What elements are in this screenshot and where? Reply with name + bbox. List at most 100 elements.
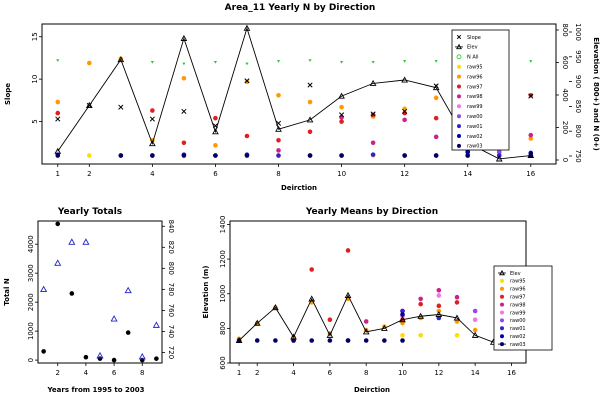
x-tick-label: 4 bbox=[291, 369, 296, 377]
raw01-point bbox=[276, 153, 281, 158]
raw98-point bbox=[276, 148, 281, 153]
raw97-point bbox=[418, 301, 423, 307]
raw96-point bbox=[472, 327, 478, 333]
legend-raw00-symbol bbox=[457, 114, 461, 119]
y-tick-label: 1000 bbox=[27, 322, 35, 340]
raw00-point bbox=[472, 308, 478, 314]
elev-point bbox=[495, 155, 503, 162]
elevation-point bbox=[152, 321, 160, 328]
raw97-point bbox=[370, 112, 376, 118]
elev-point bbox=[417, 312, 425, 319]
elev-point bbox=[380, 324, 388, 331]
raw97-point bbox=[454, 300, 460, 305]
y2-elev-tick-label: 950 bbox=[574, 50, 582, 63]
elev-point bbox=[362, 328, 370, 335]
panel-yearly-means: Yearly Means by Direction Elevation (m) … bbox=[202, 207, 553, 394]
legend-label-raw96: raw96 bbox=[467, 74, 483, 80]
elev-point bbox=[401, 76, 409, 83]
legend-raw00-symbol bbox=[500, 318, 504, 323]
raw96-point bbox=[339, 104, 344, 110]
x-tick-label: 6 bbox=[213, 170, 218, 178]
y2-elev-tick-label: 850 bbox=[574, 100, 582, 113]
elev-point bbox=[308, 295, 316, 302]
x-tick-label: 4 bbox=[84, 369, 89, 377]
raw03-point bbox=[309, 338, 315, 343]
raw96-point bbox=[181, 76, 187, 81]
y-axis-label: Slope bbox=[4, 83, 12, 105]
elevation-point bbox=[124, 286, 132, 294]
x-tick-label: 2 bbox=[55, 369, 59, 377]
y-axis-label: Total N bbox=[3, 278, 11, 306]
panel-direction-chart: Area_11 Yearly N by Direction Slope Deir… bbox=[4, 3, 600, 192]
legend-box bbox=[451, 29, 510, 151]
elev-point bbox=[471, 331, 479, 338]
slope-point bbox=[244, 78, 250, 84]
legend-raw99-symbol bbox=[500, 310, 504, 315]
raw97-point bbox=[276, 137, 281, 143]
raw97-point bbox=[213, 115, 218, 121]
total-point bbox=[83, 354, 89, 360]
elevation-point bbox=[54, 259, 62, 266]
elev-point bbox=[117, 56, 125, 63]
raw03-point bbox=[327, 338, 333, 343]
legend-raw98-symbol bbox=[457, 94, 461, 99]
legend-elev-symbol bbox=[499, 269, 505, 276]
x-tick-label: 2 bbox=[87, 170, 91, 178]
legend-label-raw95: raw95 bbox=[510, 279, 526, 285]
y-tick-label: 800 bbox=[219, 322, 227, 335]
legend-raw02-symbol bbox=[457, 134, 461, 138]
x-tick-label: 12 bbox=[400, 170, 409, 178]
slope-point bbox=[433, 83, 439, 89]
plot-frame bbox=[41, 23, 557, 165]
legend-label-raw02: raw02 bbox=[510, 334, 526, 340]
raw96-point bbox=[244, 79, 250, 84]
y-tick-label: 1200 bbox=[219, 250, 227, 268]
legend-nall-symbol bbox=[456, 54, 462, 60]
y-tick-label: 600 bbox=[219, 356, 227, 369]
raw95-point bbox=[400, 332, 405, 338]
y2-axis: 0 200 400 600 800 750 800 850 900 950 1000 bbox=[556, 23, 582, 163]
x-tick-label: 1 bbox=[56, 170, 60, 178]
raw03-point bbox=[433, 153, 439, 158]
raw02-point bbox=[400, 312, 405, 317]
raw97-point bbox=[339, 119, 344, 124]
raw96-point bbox=[276, 92, 281, 98]
raw03-point bbox=[55, 153, 61, 158]
y-tick-label: 3000 bbox=[27, 264, 35, 282]
n-all-point bbox=[150, 60, 154, 64]
slope-point bbox=[307, 82, 313, 88]
x-axis-label: Deirction bbox=[354, 386, 390, 394]
total-point bbox=[125, 330, 131, 335]
elevation-point bbox=[68, 238, 76, 245]
raw03-point bbox=[345, 338, 351, 343]
legend-raw95-symbol bbox=[500, 278, 504, 283]
y2-tick-label: 740 bbox=[167, 325, 175, 338]
raw99-point bbox=[472, 317, 478, 323]
raw98-point bbox=[436, 287, 442, 293]
elev-point bbox=[272, 304, 279, 311]
legend-label-N All: N All bbox=[467, 55, 479, 61]
raw03-point bbox=[273, 338, 278, 343]
elev-point bbox=[85, 101, 93, 108]
legend-label-raw97: raw97 bbox=[510, 295, 526, 301]
y2-n-tick-label: 800 bbox=[561, 23, 569, 36]
x-tick-label: 14 bbox=[463, 170, 472, 178]
raw03-point bbox=[213, 153, 218, 158]
slope-point bbox=[402, 108, 408, 114]
raw96-point bbox=[307, 99, 313, 105]
elev-point bbox=[306, 116, 314, 123]
raw00-point bbox=[496, 149, 502, 155]
legend-raw01-symbol bbox=[457, 124, 461, 129]
x-tick-label: 6 bbox=[328, 369, 333, 377]
x-tick-label: 10 bbox=[337, 170, 346, 178]
n-all-point bbox=[308, 59, 312, 62]
raw97-point bbox=[150, 108, 155, 113]
x-tick-label: 12 bbox=[434, 369, 443, 377]
raw96-point bbox=[213, 143, 218, 148]
slope-point bbox=[212, 123, 218, 129]
n-all-point bbox=[213, 60, 218, 64]
y2-n-tick-label: 200 bbox=[561, 121, 569, 134]
y2-tick-label: 760 bbox=[167, 304, 175, 317]
raw02-point bbox=[465, 149, 471, 155]
